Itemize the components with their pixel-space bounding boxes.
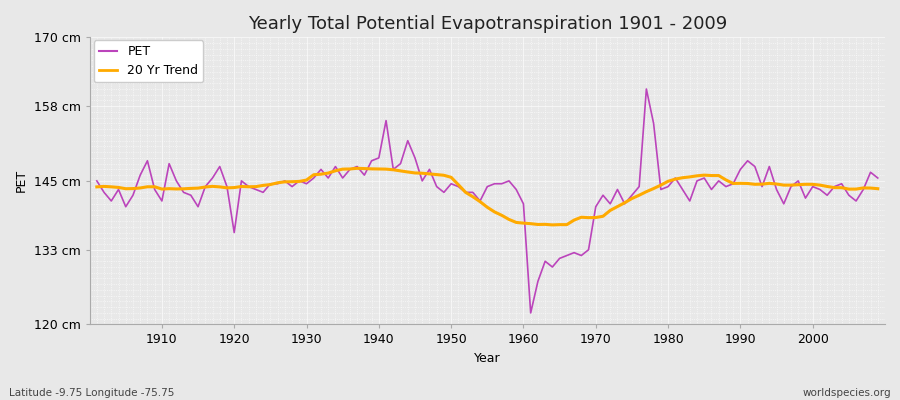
Y-axis label: PET: PET <box>15 169 28 192</box>
PET <box>872 176 883 180</box>
Text: Latitude -9.75 Longitude -75.75: Latitude -9.75 Longitude -75.75 <box>9 388 175 398</box>
Line: PET: PET <box>97 89 878 313</box>
20 Yr Trend <box>872 186 883 191</box>
PET <box>518 202 529 206</box>
20 Yr Trend <box>518 221 529 226</box>
PET <box>352 164 363 169</box>
Legend: PET, 20 Yr Trend: PET, 20 Yr Trend <box>94 40 203 82</box>
PET <box>92 178 103 183</box>
PET <box>149 187 160 192</box>
20 Yr Trend <box>547 222 558 227</box>
20 Yr Trend <box>526 221 536 226</box>
PET <box>612 187 623 192</box>
X-axis label: Year: Year <box>474 352 500 365</box>
20 Yr Trend <box>619 200 630 205</box>
PET <box>511 187 522 192</box>
20 Yr Trend <box>359 166 370 171</box>
20 Yr Trend <box>309 172 320 177</box>
Text: worldspecies.org: worldspecies.org <box>803 388 891 398</box>
20 Yr Trend <box>352 166 363 171</box>
20 Yr Trend <box>92 184 103 189</box>
PET <box>526 310 536 315</box>
Title: Yearly Total Potential Evapotranspiration 1901 - 2009: Yearly Total Potential Evapotranspiratio… <box>248 15 727 33</box>
PET <box>641 87 652 92</box>
Line: 20 Yr Trend: 20 Yr Trend <box>97 168 878 225</box>
20 Yr Trend <box>149 184 160 189</box>
PET <box>309 176 320 180</box>
